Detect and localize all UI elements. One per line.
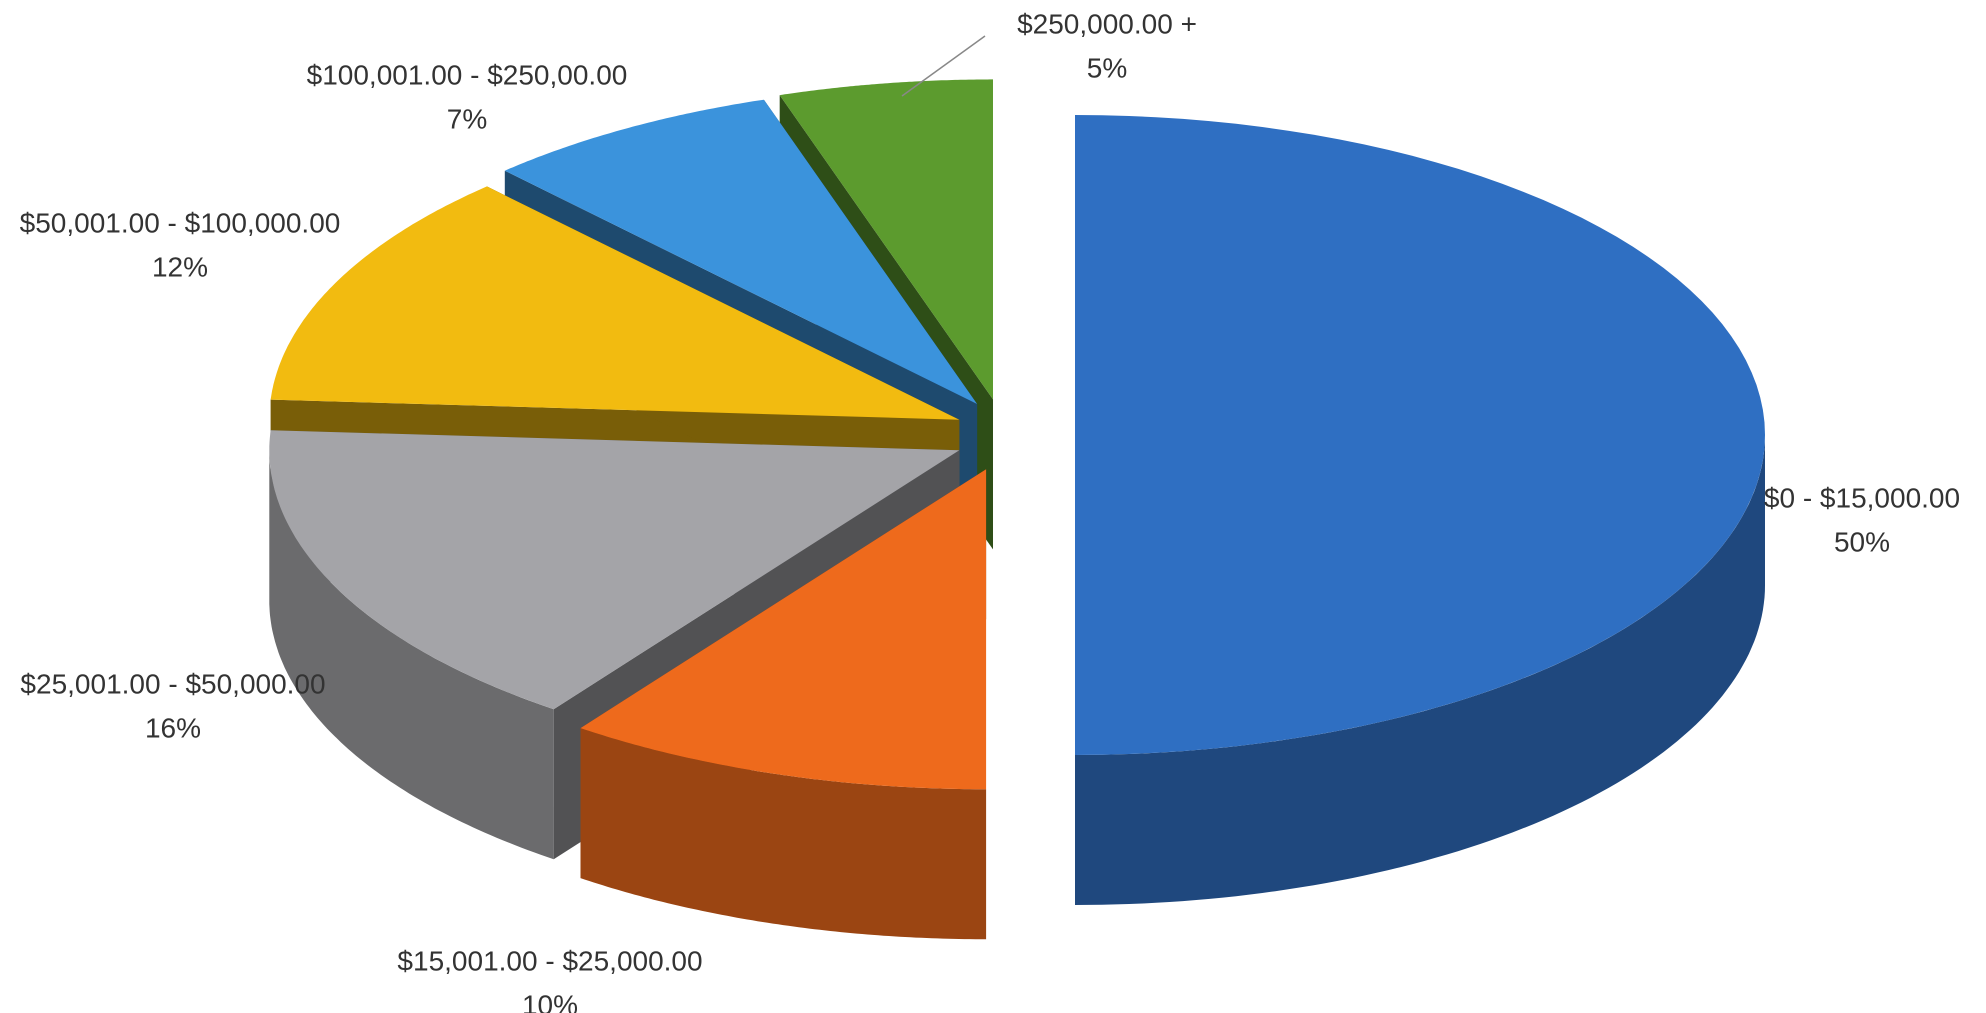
slice-value-label: 12% — [152, 251, 208, 282]
slice-value-label: 16% — [145, 712, 201, 743]
slice — [779, 79, 993, 400]
slice-label: $50,001.00 - $100,000.00 — [20, 207, 341, 238]
slice — [1075, 115, 1765, 755]
slice-label: $0 - $15,000.00 — [1764, 482, 1960, 513]
slice-wall — [269, 450, 554, 860]
slice-wall — [580, 728, 987, 940]
leader-line — [901, 35, 986, 97]
slice-label: $25,001.00 - $50,000.00 — [20, 668, 325, 699]
slice-label: $100,001.00 - $250,00.00 — [307, 59, 628, 90]
slice-wall — [1075, 435, 1765, 905]
slice-label: $250,000.00 + — [1017, 8, 1197, 39]
slice — [504, 99, 978, 404]
slice — [580, 469, 987, 790]
slice-value-label: 7% — [447, 103, 487, 134]
slice-value-label: 50% — [1834, 526, 1890, 557]
slice-value-label: 5% — [1087, 52, 1127, 83]
slice — [269, 430, 960, 710]
slice-value-label: 10% — [522, 989, 578, 1013]
slice-label: $15,001.00 - $25,000.00 — [397, 945, 702, 976]
slice — [270, 186, 960, 420]
